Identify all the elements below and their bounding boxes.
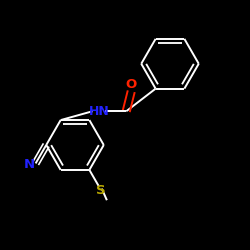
Text: HN: HN <box>88 105 109 118</box>
Text: O: O <box>126 78 137 92</box>
Text: S: S <box>96 184 106 197</box>
Text: N: N <box>24 158 35 171</box>
